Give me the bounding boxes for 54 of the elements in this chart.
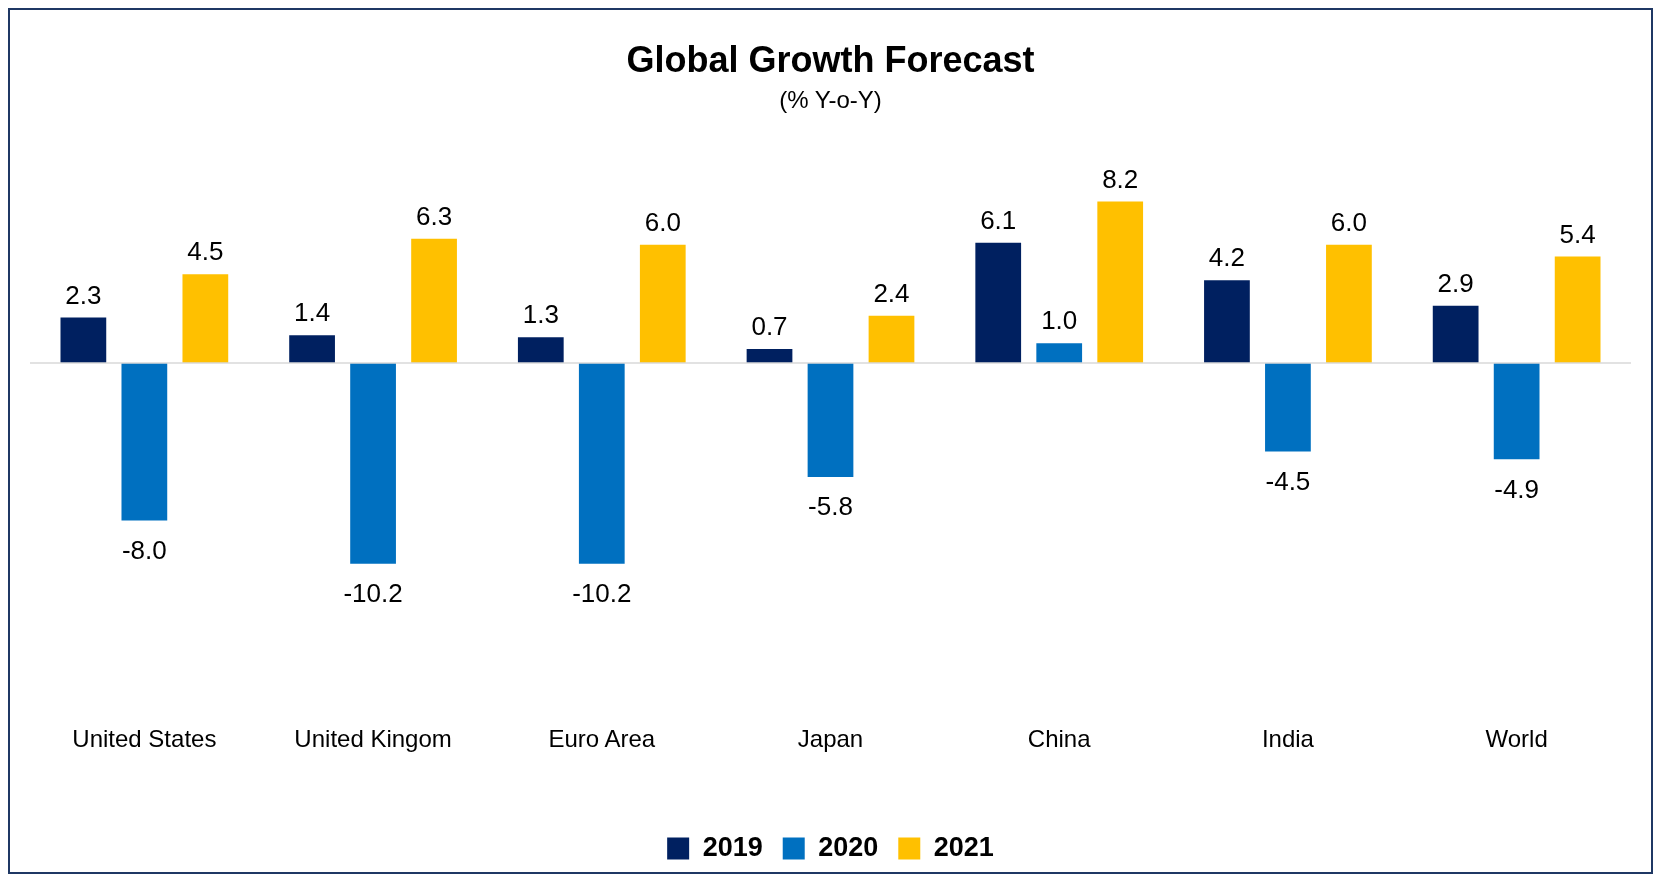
data-label: 6.0 — [1330, 206, 1367, 237]
bar — [578, 362, 625, 564]
chart-title: Global Growth Forecast — [626, 38, 1035, 80]
bar — [1204, 280, 1250, 363]
bar — [182, 274, 229, 363]
data-label: 1.0 — [1041, 305, 1078, 336]
data-label: 6.3 — [415, 201, 453, 232]
x-tick-label: United States — [72, 725, 217, 753]
data-label: 6.0 — [644, 206, 681, 237]
x-tick-label: China — [1027, 725, 1092, 753]
data-label: -5.8 — [808, 491, 853, 522]
bar — [639, 244, 686, 363]
bar — [1326, 244, 1372, 363]
data-label: -4.9 — [1494, 473, 1540, 504]
bar — [60, 317, 107, 363]
legend-label: 2019 — [702, 831, 763, 862]
bar — [350, 362, 396, 564]
data-label: 2.3 — [65, 279, 102, 310]
bar — [1036, 343, 1083, 363]
data-label: 2.4 — [873, 277, 910, 308]
bar — [411, 238, 457, 363]
x-tick-label: United Kingom — [294, 725, 452, 753]
bar — [868, 315, 915, 363]
bar — [1493, 362, 1540, 460]
bar — [1432, 305, 1479, 363]
bar — [289, 335, 335, 363]
x-tick-label: World — [1485, 725, 1548, 753]
bar — [1265, 362, 1311, 452]
legend-label: 2020 — [818, 831, 879, 862]
bar — [807, 362, 854, 478]
data-label: 8.2 — [1102, 163, 1139, 194]
data-label: -4.5 — [1265, 465, 1311, 496]
chart-subtitle: (% Y-o-Y) — [779, 86, 882, 114]
bar — [121, 362, 168, 521]
bar — [517, 337, 564, 363]
data-label: 1.4 — [294, 297, 331, 328]
bar — [1097, 201, 1144, 363]
x-tick-label: Euro Area — [548, 725, 656, 753]
x-tick-label: India — [1261, 725, 1315, 753]
bar — [1554, 256, 1601, 363]
data-label: 6.1 — [980, 204, 1017, 235]
data-label: -8.0 — [121, 534, 167, 565]
x-tick-label: Japan — [797, 725, 864, 753]
legend-label: 2021 — [933, 831, 994, 862]
bar — [975, 242, 1022, 363]
bar — [746, 349, 793, 363]
data-label: 2.9 — [1437, 267, 1474, 298]
data-label: 4.2 — [1208, 242, 1246, 273]
data-label: 4.5 — [187, 236, 224, 267]
data-label: 5.4 — [1559, 218, 1596, 249]
data-label: 1.3 — [522, 299, 559, 330]
data-label: -10.2 — [572, 577, 632, 608]
data-label: 0.7 — [751, 311, 788, 342]
data-label: -10.2 — [343, 577, 403, 608]
